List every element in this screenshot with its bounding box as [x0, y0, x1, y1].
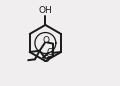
- Text: O: O: [47, 48, 54, 57]
- Text: O: O: [43, 36, 50, 45]
- Text: O: O: [43, 55, 50, 64]
- Text: OH: OH: [39, 6, 52, 15]
